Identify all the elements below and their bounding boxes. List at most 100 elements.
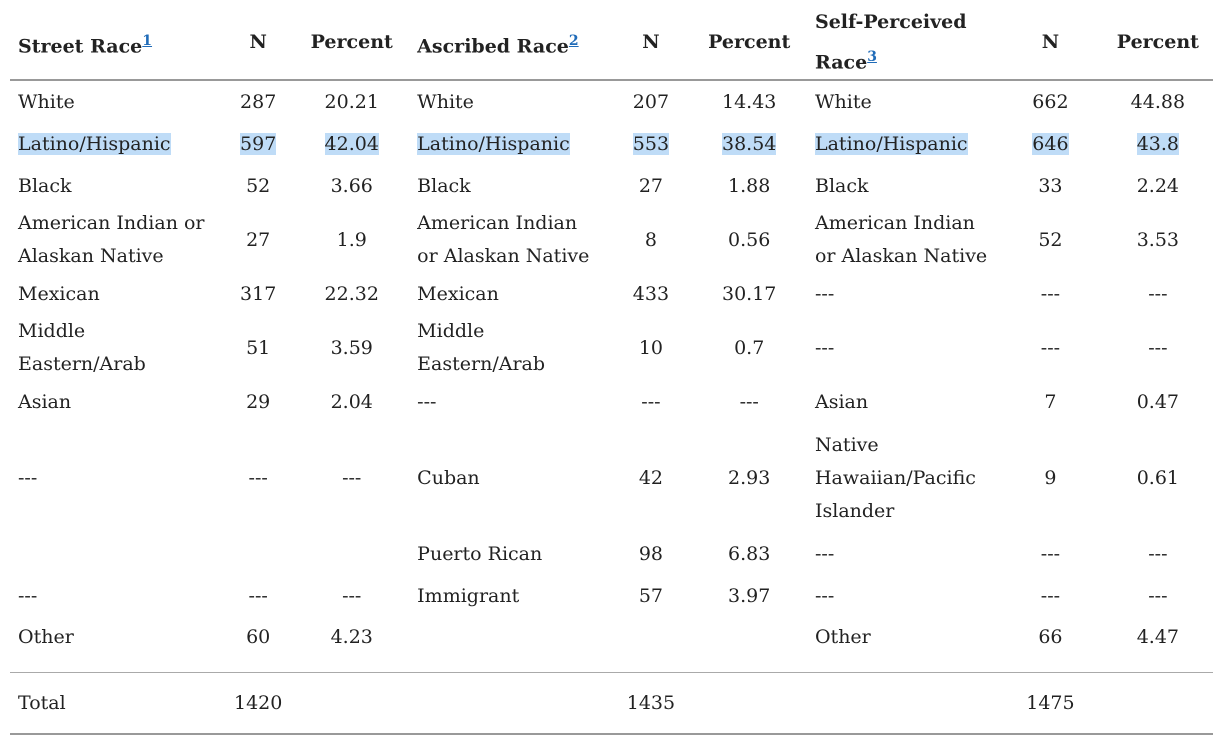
count-cell: --- — [998, 533, 1103, 575]
percent-cell: 1.9 — [294, 207, 409, 273]
cell-text: 207 — [632, 90, 670, 113]
cell-text: --- — [1040, 282, 1061, 305]
cell-text: 553 — [632, 132, 670, 155]
cell-text: Puerto Rican — [417, 542, 543, 565]
count-cell: 10 — [610, 315, 691, 381]
cell-text: 9 — [1044, 466, 1057, 489]
count-cell: 33 — [998, 165, 1103, 207]
count-cell: 66 — [998, 617, 1103, 657]
table-row: --- --- --- Immigrant 57 3.97 --- --- --- — [10, 575, 1213, 617]
cell-text: 8 — [644, 228, 657, 251]
count-cell — [610, 617, 691, 657]
cell-text: 22.32 — [324, 282, 379, 305]
cell-text: --- — [417, 390, 437, 413]
header-n: N — [249, 31, 267, 54]
header-n: N — [642, 31, 660, 54]
cell-text: Other — [18, 625, 74, 648]
cell-text: White — [417, 90, 474, 113]
race-label-cell — [409, 617, 610, 657]
cell-text: Middle Eastern/Arab — [18, 320, 146, 376]
total-label: Total — [18, 691, 66, 714]
cell-text: 433 — [632, 282, 670, 305]
cell-text: 27 — [638, 174, 663, 197]
percent-cell: --- — [294, 423, 409, 533]
cell-text: Middle Eastern/Arab — [417, 320, 546, 376]
cell-text: --- — [342, 584, 362, 607]
percent-cell: 2.93 — [691, 423, 807, 533]
table-row: Middle Eastern/Arab 51 3.59 Middle Eastern/… — [10, 315, 1213, 381]
percent-cell: --- — [1103, 533, 1213, 575]
table-row: White 287 20.21 White 207 14.43 White 662 44.88 — [10, 80, 1213, 123]
cell-text: 2.93 — [728, 466, 771, 489]
percent-cell: --- — [1103, 315, 1213, 381]
race-label-cell: Asian — [807, 381, 998, 423]
cell-text: --- — [1040, 584, 1061, 607]
header-street-race: Street Race1 — [18, 32, 153, 57]
cell-text: 42.04 — [324, 132, 379, 155]
cell-text: --- — [1148, 336, 1168, 359]
percent-cell: 1.88 — [691, 165, 807, 207]
table-row: Black 52 3.66 Black 27 1.88 Black 33 2.24 — [10, 165, 1213, 207]
total-cell: 1435 — [626, 691, 676, 714]
table-body: White 287 20.21 White 207 14.43 White 662 44.88 L… — [10, 80, 1213, 735]
cell-text: 27 — [246, 228, 271, 251]
cell-text: --- — [814, 336, 835, 359]
cell-text: 57 — [638, 584, 663, 607]
cell-text: --- — [739, 390, 759, 413]
cell-text: --- — [1040, 542, 1061, 565]
count-cell — [222, 533, 294, 575]
count-cell: 207 — [610, 80, 691, 123]
race-label-cell: American Indian or Alaskan Native — [10, 207, 222, 273]
cell-text: 44.88 — [1130, 90, 1186, 113]
cell-text: White — [18, 90, 75, 113]
cell-text: Mexican — [417, 282, 499, 305]
cell-text: 0.47 — [1136, 390, 1180, 413]
race-label-cell: --- — [807, 315, 998, 381]
footnote-link-2[interactable]: 2 — [568, 32, 579, 49]
footnote-link-1[interactable]: 1 — [142, 32, 153, 49]
cell-text: --- — [18, 584, 38, 607]
cell-text: --- — [1040, 336, 1061, 359]
race-label-cell: American Indian or Alaskan Native — [409, 207, 610, 273]
footnote-link-3[interactable]: 3 — [867, 49, 877, 65]
percent-cell: 43.8 — [1103, 123, 1213, 165]
percent-cell: 3.66 — [294, 165, 409, 207]
race-label-cell: Middle Eastern/Arab — [10, 315, 222, 381]
percent-cell: --- — [1103, 273, 1213, 315]
cell-text: 2.04 — [330, 390, 373, 413]
header-row: Street Race1 N Percent Ascribed Race2 N … — [10, 6, 1213, 81]
total-cell — [807, 673, 998, 735]
count-cell: 597 — [222, 123, 294, 165]
count-cell: 51 — [222, 315, 294, 381]
cell-text: 287 — [240, 90, 277, 113]
count-cell: 52 — [222, 165, 294, 207]
total-cell — [294, 673, 409, 735]
percent-cell: 3.59 — [294, 315, 409, 381]
percent-cell: 20.21 — [294, 80, 409, 123]
percent-cell: 0.56 — [691, 207, 807, 273]
cell-text: 0.56 — [728, 228, 771, 251]
cell-text: 20.21 — [324, 90, 379, 113]
cell-text: 51 — [246, 336, 271, 359]
race-label-cell: Immigrant — [409, 575, 610, 617]
count-cell: 9 — [998, 423, 1103, 533]
cell-text: Black — [417, 174, 471, 197]
cell-text: 1.88 — [728, 174, 771, 197]
count-cell: 57 — [610, 575, 691, 617]
header-percent: Percent — [1116, 31, 1199, 54]
total-row: Total 1420 1435 1475 — [10, 672, 1213, 735]
header-n: N — [1041, 31, 1060, 54]
race-label-cell: American Indian or Alaskan Native — [807, 207, 998, 273]
cell-text: American Indian or Alaskan Native — [814, 212, 988, 268]
count-cell: 42 — [610, 423, 691, 533]
total-cell — [691, 673, 807, 735]
count-cell: --- — [222, 575, 294, 617]
percent-cell: 44.88 — [1103, 80, 1213, 123]
percent-cell — [691, 617, 807, 657]
cell-text: Immigrant — [417, 584, 520, 607]
table-row: American Indian or Alaskan Native 27 1.9 Am… — [10, 207, 1213, 273]
cell-text: Latino/Hispanic — [814, 132, 968, 155]
cell-text: 42 — [638, 466, 663, 489]
cell-text: --- — [342, 466, 362, 489]
count-cell: 27 — [610, 165, 691, 207]
